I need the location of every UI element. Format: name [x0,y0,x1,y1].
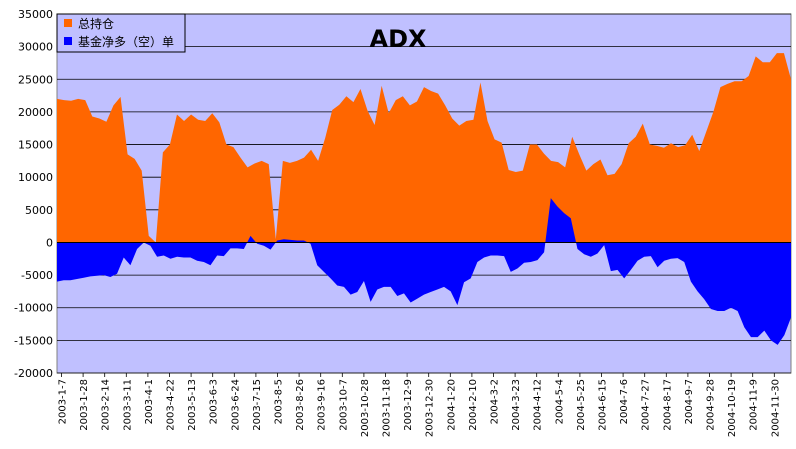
y-tick-label: 0 [46,236,53,249]
x-tick-label: 2003-7-15 [252,379,263,431]
x-tick-label: 2003-12-9 [403,379,414,431]
x-tick-label: 2004-11-9 [749,379,760,431]
legend: 总持仓 基金净多（空）单 [56,13,186,53]
x-tick-label: 2003-6-24 [230,379,241,431]
x-tick-label: 2003-10-7 [338,379,349,431]
x-tick-label: 2004-1-20 [446,379,457,431]
legend-box [56,13,186,53]
x-tick-label: 2004-11-30 [770,379,781,437]
series-area-total-position [57,53,791,243]
x-tick-label: 2004-5-4 [554,379,565,424]
y-axis-ticks: 35000 30000 25000 20000 15000 10000 5000 0 -5000… [14,8,53,380]
x-tick-label: 2004-10-19 [727,379,738,437]
y-tick-label: 20000 [18,106,53,119]
x-tick-label: 2003-1-7 [58,379,69,424]
x-tick-label: 2004-9-28 [706,379,717,431]
x-tick-label: 2003-4-22 [166,379,177,431]
x-tick-label: 2003-6-3 [209,379,220,424]
chart-title: ADX [370,25,427,53]
y-tick-label: -15000 [14,334,53,347]
y-tick-label: 25000 [18,73,53,86]
y-tick-label: -20000 [14,367,53,380]
y-tick-label: 30000 [18,41,53,54]
y-tick-label: 10000 [18,171,53,184]
y-tick-label: -5000 [21,269,53,282]
x-tick-label: 2004-8-17 [662,379,673,431]
x-tick-label: 2004-7-27 [641,379,652,431]
x-tick-label: 2003-11-18 [382,379,393,437]
x-tick-label: 2003-1-28 [79,379,90,431]
y-tick-label: 35000 [18,8,53,21]
legend-swatch-fund-net-long-short [64,37,72,45]
x-tick-label: 2004-5-25 [576,379,587,431]
x-tick-label: 2003-8-26 [295,379,306,431]
x-tick-label: 2003-3-11 [122,379,133,431]
y-tick-label: 15000 [18,139,53,152]
x-tick-label: 2004-3-2 [490,379,501,424]
x-tick-label: 2003-2-14 [101,379,112,431]
x-tick-label: 2003-10-28 [360,379,371,437]
x-tick-label: 2003-8-5 [274,379,285,424]
series-area-fund-net-long-short [57,198,791,345]
legend-label-fund-net-long-short: 基金净多（空）单 [78,34,174,49]
y-tick-label: -10000 [14,302,53,315]
x-tick-label: 2004-6-15 [598,379,609,431]
x-tick-label: 2003-12-30 [425,379,436,437]
legend-swatch-total-position [64,19,72,27]
x-tick-label: 2004-4-12 [533,379,544,431]
x-tick-label: 2004-3-23 [511,379,522,431]
x-tick-label: 2004-2-10 [468,379,479,431]
x-tick-label: 2003-5-13 [187,379,198,431]
x-tick-label: 2004-7-6 [619,379,630,424]
x-tick-label: 2004-9-7 [684,379,695,424]
x-tick-label: 2003-4-1 [144,379,155,424]
x-axis-ticks: 2003-1-7 2003-1-28 2003-2-14 2003-3-11 2003-… [58,373,781,437]
x-tick-label: 2003-9-16 [317,379,328,431]
y-tick-label: 5000 [25,204,53,217]
legend-label-total-position: 总持仓 [78,16,114,31]
